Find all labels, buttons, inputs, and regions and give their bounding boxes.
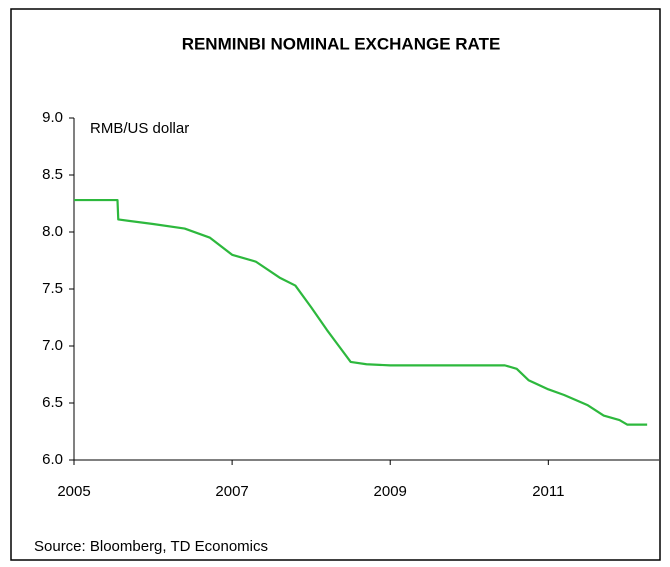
- data-line: [74, 198, 648, 426]
- x-tick-label: 2007: [215, 483, 248, 500]
- source: Source: Bloomberg, TD Economics: [34, 538, 268, 555]
- y-tick-label: 9.0: [42, 109, 63, 126]
- y-tick-label: 7.0: [42, 337, 63, 354]
- x-tick-label: 2005: [57, 483, 90, 500]
- frame: [10, 8, 661, 561]
- y-tick-label: 8.5: [42, 166, 63, 183]
- y-tick-label: 7.5: [42, 280, 63, 297]
- y-tick-label: 6.5: [42, 394, 63, 411]
- chart-title: RENMINBI NOMINAL EXCHANGE RATE: [182, 34, 501, 53]
- axis-label: RMB/US dollar: [90, 120, 189, 137]
- x-tick-label: 2011: [532, 483, 564, 500]
- y-tick-label: 6.0: [42, 451, 63, 468]
- x-tick-label: 2009: [374, 483, 407, 500]
- y-tick-label: 8.0: [42, 223, 63, 240]
